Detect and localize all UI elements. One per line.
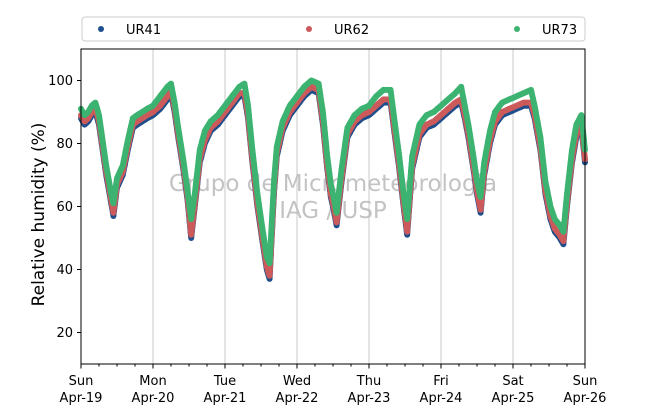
legend-label-UR62: UR62 xyxy=(334,23,369,38)
y-tick-label-80: 80 xyxy=(56,137,73,152)
legend: UR41 UR62 UR73 xyxy=(81,16,586,42)
x-tick-date-6: Apr-25 xyxy=(492,391,535,406)
legend-marker-UR62 xyxy=(306,26,312,32)
y-tick-label-40: 40 xyxy=(56,263,73,278)
y-axis: 20 40 60 80 100 xyxy=(48,74,81,341)
x-tick-day-2: Tue xyxy=(213,374,236,389)
x-tick-date-3: Apr-22 xyxy=(276,391,319,406)
data-series xyxy=(78,77,588,282)
x-tick-date-4: Apr-23 xyxy=(348,391,391,406)
legend-box xyxy=(81,16,586,42)
legend-marker-UR41 xyxy=(98,26,104,32)
x-tick-day-4: Thu xyxy=(356,374,381,389)
x-tick-day-6: Sat xyxy=(502,374,523,389)
y-tick-label-100: 100 xyxy=(48,74,73,89)
x-axis: Sun Apr-19 Mon Apr-20 Tue Apr-21 Wed Apr-22 Thu A… xyxy=(60,364,607,406)
x-tick-day-1: Mon xyxy=(139,374,166,389)
y-tick-label-20: 20 xyxy=(56,326,73,341)
y-tick-label-60: 60 xyxy=(56,200,73,215)
x-tick-date-5: Apr-24 xyxy=(420,391,463,406)
legend-label-UR41: UR41 xyxy=(126,23,161,38)
x-tick-date-0: Apr-19 xyxy=(60,391,103,406)
x-tick-date-7: Apr-26 xyxy=(564,391,607,406)
x-tick-day-0: Sun xyxy=(69,374,94,389)
legend-label-UR73: UR73 xyxy=(542,23,577,38)
series-UR73 xyxy=(78,77,588,267)
x-tick-date-1: Apr-20 xyxy=(132,391,175,406)
x-tick-day-3: Wed xyxy=(283,374,311,389)
x-tick-date-2: Apr-21 xyxy=(204,391,247,406)
x-tick-day-5: Fri xyxy=(433,374,449,389)
x-tick-day-7: Sun xyxy=(573,374,598,389)
legend-marker-UR73 xyxy=(514,26,520,32)
y-axis-label: Relative humidity (%) xyxy=(29,123,49,307)
